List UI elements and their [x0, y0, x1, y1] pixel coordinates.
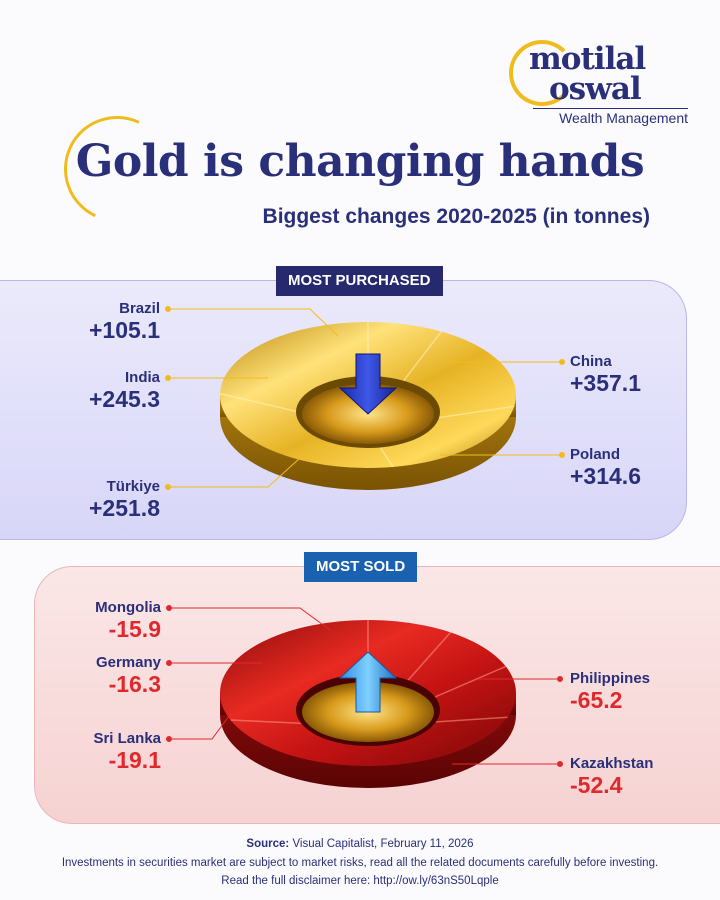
country-name: Sri Lanka: [93, 730, 161, 747]
red-slice-edge-kazakhstan: [230, 719, 302, 725]
brand-logo: motilal oswal Wealth Management: [509, 32, 688, 132]
leader-dot-srilanka: [166, 736, 172, 742]
leader-line-brazil: [171, 308, 339, 337]
most-purchased-tag: MOST PURCHASED: [276, 266, 443, 296]
leader-dot-kazakhstan: [557, 761, 563, 767]
leader-dot-turkiye: [165, 484, 171, 490]
disclaimer-text: Investments in securities market are sub…: [61, 857, 659, 869]
country-name: India: [124, 369, 160, 386]
country-value: -19.1: [108, 747, 161, 773]
label-mongolia: Mongolia -15.9: [95, 599, 161, 643]
country-value: +251.8: [89, 495, 160, 521]
label-turkiye: Türkiye +251.8: [89, 478, 160, 522]
label-germany: Germany -16.3: [96, 654, 161, 698]
page-subtitle: Biggest changes 2020-2025 (in tonnes): [262, 205, 650, 228]
logo-ring-icon: [509, 40, 575, 106]
label-brazil: Brazil +105.1: [89, 300, 160, 344]
country-value: -52.4: [570, 772, 623, 798]
source-label: Source:: [246, 838, 290, 850]
logo-line1: motilal: [529, 41, 646, 77]
country-name: Kazakhstan: [570, 755, 654, 772]
logo-divider: [533, 108, 688, 109]
leader-line-srilanka: [172, 711, 233, 740]
most-sold-tag: MOST SOLD: [304, 552, 418, 582]
logo-subtitle: Wealth Management: [559, 110, 688, 126]
leader-line-mongolia: [172, 607, 331, 631]
country-value: -16.3: [108, 671, 161, 697]
disclaimer-link[interactable]: Read the full disclaimer here: http://ow…: [221, 875, 499, 887]
country-value: +357.1: [570, 370, 641, 396]
gold-slice-edge-poland: [219, 392, 297, 413]
label-poland: Poland +314.6: [570, 446, 641, 490]
leader-dot-china: [559, 359, 565, 365]
label-india: India +245.3: [89, 369, 160, 413]
leader-dot-india: [165, 375, 171, 381]
red-slice-edge-philippines: [435, 716, 508, 723]
country-value: +314.6: [570, 463, 641, 489]
purchased-leader-lines: [165, 306, 565, 490]
arrow-down-icon: [338, 353, 398, 415]
country-name: Poland: [570, 446, 621, 463]
leader-dot-germany: [166, 660, 172, 666]
arrow-up-icon: [338, 651, 398, 713]
gold-slice-edge-trkiye: [438, 405, 515, 419]
red-slice-edge-germany: [407, 631, 452, 681]
leader-dot-mongolia: [166, 605, 172, 611]
purchased-ring-chart: [219, 322, 516, 490]
label-china: China +357.1: [570, 353, 641, 397]
leader-dot-poland: [559, 452, 565, 458]
label-srilanka: Sri Lanka -19.1: [93, 730, 161, 774]
red-slice-edge-srilanka: [434, 665, 507, 698]
logo-line2: oswal: [549, 71, 642, 107]
country-value: +105.1: [89, 317, 160, 343]
source-text: Visual Capitalist, February 11, 2026: [289, 838, 474, 850]
country-name: Germany: [95, 654, 161, 671]
country-name: China: [570, 353, 612, 370]
label-philippines: Philippines -65.2: [570, 670, 650, 714]
leader-line-turkiye: [171, 457, 301, 488]
leader-dot-philippines: [557, 676, 563, 682]
country-value: +245.3: [89, 386, 160, 412]
country-name: Mongolia: [95, 599, 161, 616]
sold-ring-chart: [220, 620, 516, 788]
leader-dot-brazil: [165, 306, 171, 312]
country-value: -15.9: [108, 616, 161, 642]
source-line: Source: Visual Capitalist, February 11, …: [0, 838, 720, 850]
label-kazakhstan: Kazakhstan -52.4: [570, 755, 653, 799]
country-name: Philippines: [570, 670, 651, 687]
country-name: Türkiye: [106, 478, 160, 495]
gold-slice-edge-india: [403, 331, 442, 382]
sold-leader-lines: [166, 605, 563, 767]
country-value: -65.2: [570, 687, 623, 713]
country-name: Brazil: [119, 300, 160, 317]
page-title: Gold is changing hands: [75, 136, 645, 187]
gold-slice-edge-china: [379, 447, 394, 468]
